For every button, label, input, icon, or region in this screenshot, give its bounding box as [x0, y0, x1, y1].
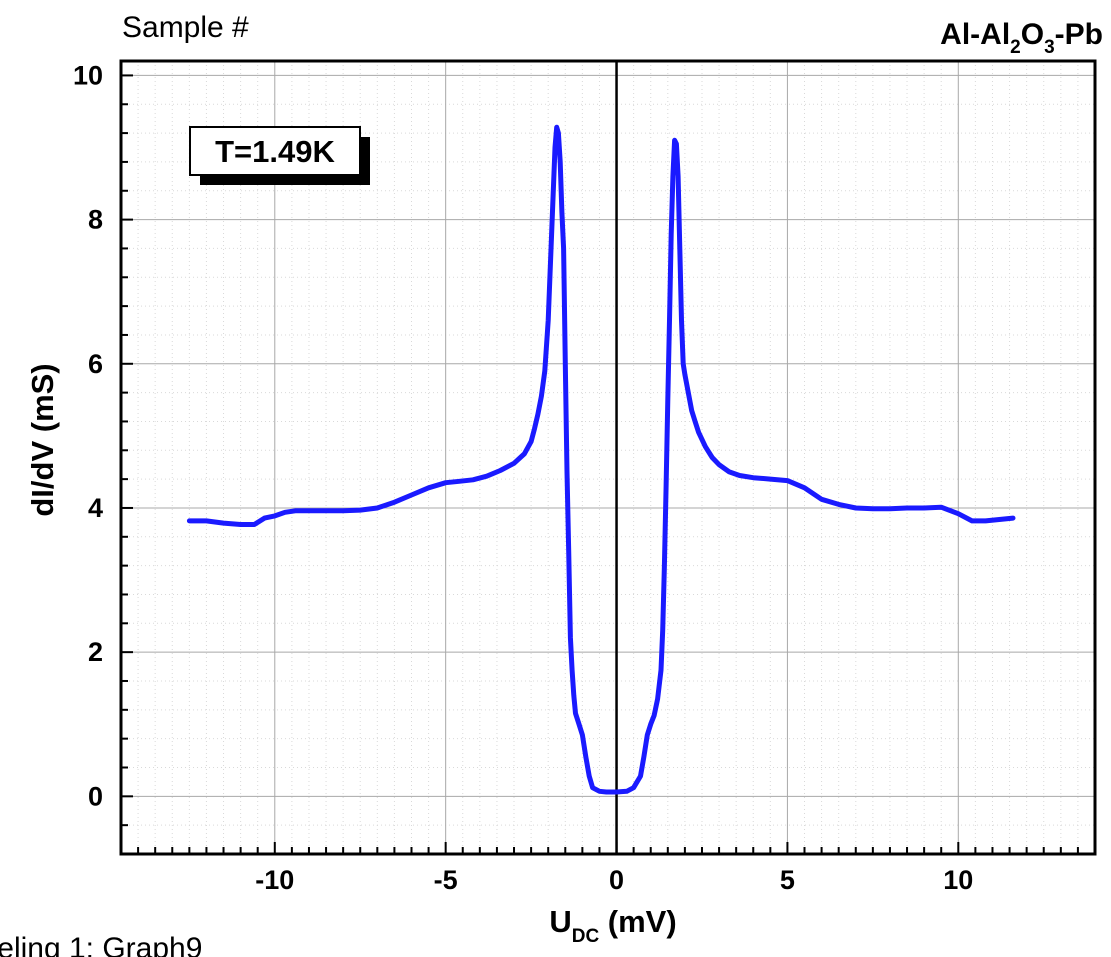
temperature-box: T=1.49K [189, 126, 370, 185]
title-sub-3: 3 [1044, 37, 1055, 58]
x-tick-label: -5 [434, 865, 458, 895]
sample-label: Sample # [122, 11, 249, 44]
x-tick-label: 5 [780, 865, 795, 895]
title-sub-2: 2 [1010, 37, 1021, 58]
y-tick-label: 0 [88, 781, 103, 811]
y-tick-label: 4 [88, 493, 103, 523]
plot-frame [119, 59, 1097, 856]
temperature-box-border [189, 126, 361, 176]
temperature-label: T=1.49K [215, 134, 335, 169]
x-tick-label: 10 [943, 865, 973, 895]
chart-title: Al-Al2O3-Pb [940, 18, 1103, 58]
footer-caption: Tunneling 1: Graph9 [0, 932, 202, 957]
title-part-al: Al-Al [940, 18, 1010, 51]
ticks [120, 74, 1096, 855]
title-part-o: O [1021, 18, 1044, 51]
x-axis-label-main: U [549, 904, 571, 939]
x-axis-label-sub: DC [572, 926, 600, 947]
x-axis-label: UDC (mV) [549, 904, 676, 947]
x-axis-label-unit: (mV) [599, 904, 677, 939]
y-tick-label: 2 [88, 637, 103, 667]
y-tick-label: 6 [88, 349, 103, 379]
x-tick-label: -10 [255, 865, 294, 895]
series-line [186, 124, 1016, 795]
x-tick-label: 0 [609, 865, 624, 895]
tick-labels: -10 -5 0 5 10 0 2 4 6 8 10 [73, 60, 973, 895]
y-tick-label: 8 [88, 205, 103, 235]
y-axis-label: dI/dV (mS) [25, 363, 60, 516]
title-part-pb: -Pb [1055, 18, 1103, 51]
y-tick-label: 10 [73, 60, 103, 90]
